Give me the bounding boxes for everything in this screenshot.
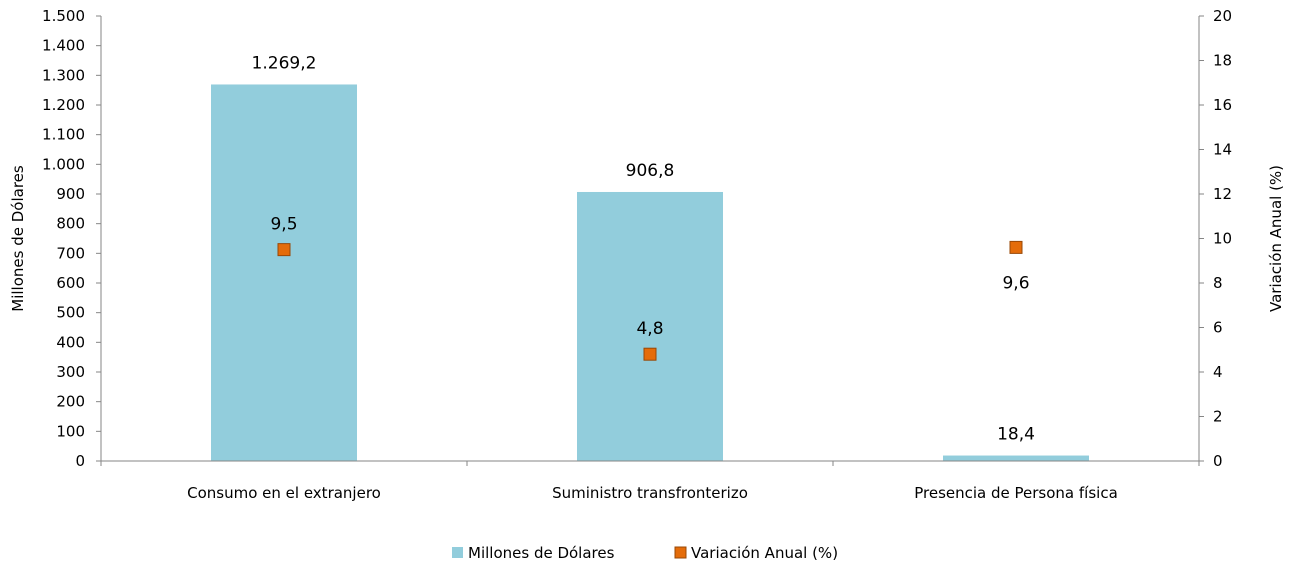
y-tick-label: 300 <box>56 363 85 381</box>
y2-tick-label: 14 <box>1213 141 1232 159</box>
y-tick-label: 700 <box>56 244 85 262</box>
bar-data-label: 1.269,2 <box>252 53 317 73</box>
points-layer <box>277 240 1023 361</box>
y2-tick-label: 12 <box>1213 185 1232 203</box>
y-tick-label: 0 <box>75 452 85 470</box>
y2-tick-label: 10 <box>1213 230 1232 248</box>
y-tick-label: 400 <box>56 333 85 351</box>
y2-tick-label: 16 <box>1213 96 1232 114</box>
bar-data-label: 18,4 <box>997 425 1035 445</box>
x-category-label: Suministro transfronterizo <box>552 484 748 502</box>
point-marker <box>277 243 291 257</box>
y-tick-label: 1.500 <box>42 7 85 25</box>
y2-tick-label: 4 <box>1213 363 1223 381</box>
y2-tick-label: 6 <box>1213 319 1223 337</box>
y-tick-label: 1.200 <box>42 96 85 114</box>
y2-tick-label: 8 <box>1213 274 1223 292</box>
y-tick-label: 600 <box>56 274 85 292</box>
y-tick-label: 500 <box>56 304 85 322</box>
legend-swatch-point <box>674 546 687 559</box>
bar-data-label: 906,8 <box>626 161 675 181</box>
x-category-label: Consumo en el extranjero <box>187 484 381 502</box>
point-data-label: 9,6 <box>1002 273 1029 293</box>
point-marker <box>643 347 657 361</box>
y-axis-title: Millones de Dólares <box>9 165 27 312</box>
y-tick-label: 1.400 <box>42 37 85 55</box>
y-tick-label: 1.100 <box>42 126 85 144</box>
x-category-label: Presencia de Persona física <box>914 484 1118 502</box>
legend-label-point: Variación Anual (%) <box>691 544 838 562</box>
ticks-layer: 01002003004005006007008009001.0001.1001.… <box>42 7 1232 502</box>
legend-swatch-bar <box>452 547 463 558</box>
y2-tick-label: 2 <box>1213 408 1223 426</box>
bar <box>577 191 723 461</box>
point-data-label: 4,8 <box>636 319 663 339</box>
bar <box>211 84 357 461</box>
y-tick-label: 1.000 <box>42 155 85 173</box>
bar <box>943 455 1089 461</box>
y-tick-label: 100 <box>56 422 85 440</box>
y-tick-label: 200 <box>56 393 85 411</box>
y2-tick-label: 20 <box>1213 7 1232 25</box>
data-labels-layer: 1.269,2 906,8 18,4 9,5 4,8 9,6 <box>252 53 1035 444</box>
legend-label-bar: Millones de Dólares <box>468 544 615 562</box>
y-tick-label: 1.300 <box>42 66 85 84</box>
point-data-label: 9,5 <box>270 215 297 235</box>
bars-layer <box>211 84 1089 461</box>
legend: Millones de Dólares Variación Anual (%) <box>452 544 838 562</box>
y2-tick-label: 18 <box>1213 52 1232 70</box>
y2-axis-title: Variación Anual (%) <box>1267 165 1285 312</box>
y-tick-label: 800 <box>56 215 85 233</box>
y2-tick-label: 0 <box>1213 452 1223 470</box>
point-marker <box>1009 240 1023 254</box>
y-tick-label: 900 <box>56 185 85 203</box>
